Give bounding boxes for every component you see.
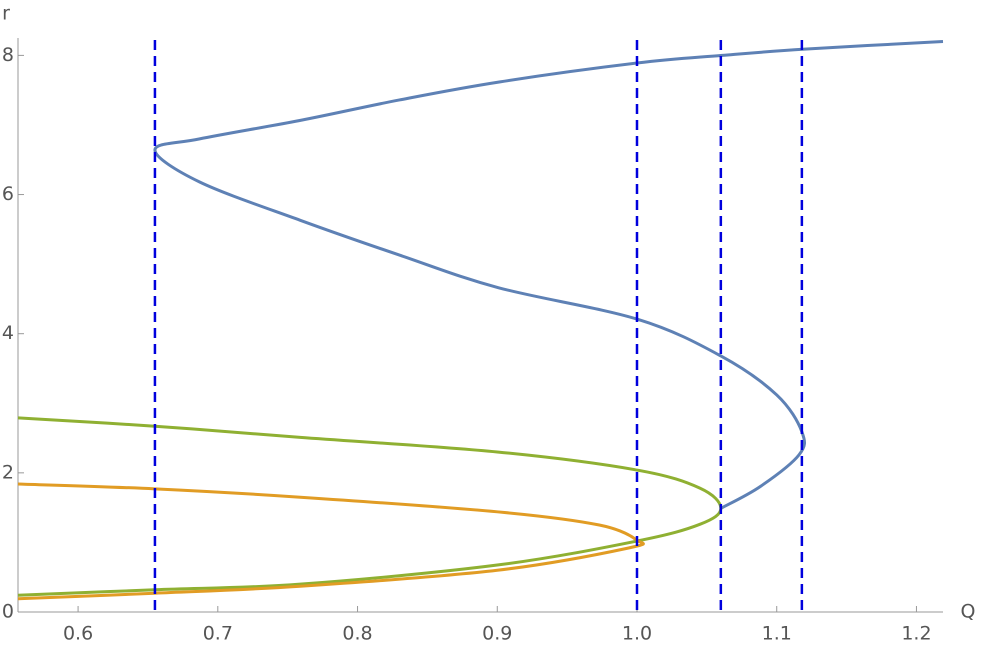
x-tick-label: 1.0 (622, 623, 652, 645)
y-tick-label: 4 (2, 322, 14, 344)
y-tick-label: 2 (2, 461, 14, 483)
y-tick-label: 8 (2, 44, 14, 66)
x-tick-label: 1.2 (901, 623, 931, 645)
curve (153, 39, 944, 510)
x-tick-label: 0.6 (63, 623, 93, 645)
curve (17, 416, 723, 597)
x-tick-label: 0.9 (482, 623, 512, 645)
y-axis-label: r (2, 3, 10, 25)
x-tick-label: 0.7 (203, 623, 233, 645)
y-tick-label: 6 (2, 183, 14, 205)
x-tick-label: 1.1 (762, 623, 792, 645)
y-tick-label: 0 (2, 601, 14, 623)
x-axis-label: Q (961, 601, 976, 623)
x-tick-label: 0.8 (342, 623, 372, 645)
